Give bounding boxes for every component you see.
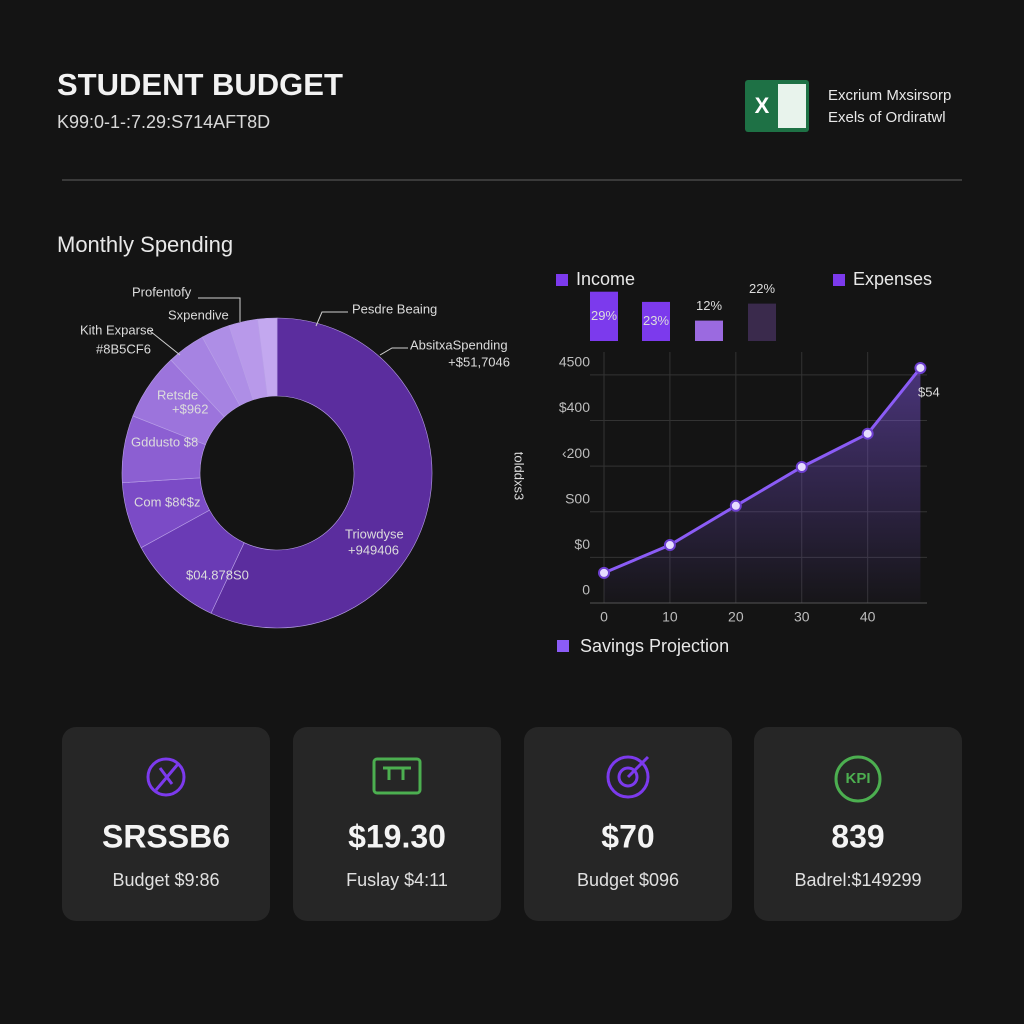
card-value: SRSSB6 xyxy=(102,818,230,854)
card-label: Badrel:$149299 xyxy=(794,870,921,890)
leader-line xyxy=(149,330,181,356)
donut-label: +$962 xyxy=(172,401,209,416)
card-icon xyxy=(606,755,650,799)
card-icon-text: KPI xyxy=(845,770,870,787)
legend-swatch xyxy=(556,274,568,286)
bar-label: 29% xyxy=(591,308,617,323)
donut-label: $04.878S0 xyxy=(186,567,249,582)
title: STUDENT BUDGET xyxy=(57,67,343,102)
bar xyxy=(748,303,776,341)
leader-line xyxy=(315,311,348,327)
card-value: 839 xyxy=(831,818,884,854)
legend-swatch xyxy=(833,274,845,286)
line xyxy=(603,367,922,575)
legend-label: Income xyxy=(576,269,635,289)
donut-label: Profentofy xyxy=(132,284,192,299)
bar xyxy=(642,301,670,341)
donut-label: Kith Exparse xyxy=(80,322,154,337)
donut-label: Gddusto $8 xyxy=(131,434,198,449)
legend-label: Expenses xyxy=(853,269,932,289)
y-tick-label: 4500 xyxy=(559,354,590,370)
subtitle: K99:0-1-:7.29:S714AFT8D xyxy=(57,112,270,132)
y-tick-label: 0 xyxy=(582,582,590,598)
donut-label: Triowdyse xyxy=(345,526,404,541)
donut-label: Sxpendive xyxy=(168,307,229,322)
brand-line: Exels of Ordiratwl xyxy=(828,109,946,126)
donut-label: +949406 xyxy=(348,542,399,557)
brand-line: Excrium Mxsirsorp xyxy=(828,87,951,104)
x-tick-label: 20 xyxy=(728,609,744,625)
card xyxy=(293,727,501,921)
cards: SRSSB6 Budget $9:86 $19.30 Fuslay $4:11 $70 B… xyxy=(62,727,962,921)
section-title: Monthly Spending xyxy=(57,232,233,257)
card-icon xyxy=(372,757,422,795)
y-tick-label: $0 xyxy=(574,536,590,552)
point xyxy=(914,361,927,374)
donut-label: Com $8¢$z xyxy=(134,494,200,509)
donut-label: Pesdre Beaing xyxy=(352,301,437,316)
donut-label: +$51,7046 xyxy=(448,354,510,369)
bar-label: 22% xyxy=(749,281,775,296)
donut-label: Retsde xyxy=(157,387,198,402)
card-icon xyxy=(834,755,882,803)
y-axis-label: tolddxs3 xyxy=(512,452,527,500)
line-annotation: $54 xyxy=(918,384,940,399)
brand-icon-sheet xyxy=(778,84,806,128)
y-tick-label: S00 xyxy=(565,490,590,506)
point xyxy=(729,499,742,512)
card xyxy=(524,727,732,921)
donut-label: #8B5CF6 xyxy=(96,341,151,356)
x-tick-label: 30 xyxy=(794,609,810,625)
y-tick-label: ‹200 xyxy=(562,445,590,461)
card-icon xyxy=(154,763,180,791)
bar-label: 23% xyxy=(643,313,669,328)
x-tick-label: 10 xyxy=(662,609,678,625)
card-icon xyxy=(383,766,411,780)
bar xyxy=(695,320,723,341)
point xyxy=(795,461,808,474)
card-icon xyxy=(626,755,650,779)
point xyxy=(663,539,676,552)
card xyxy=(62,727,270,921)
card-label: Fuslay $4:11 xyxy=(346,870,448,890)
donut-slice xyxy=(210,317,433,629)
x-tick-label: 40 xyxy=(860,609,876,625)
bar xyxy=(590,291,618,341)
legend-label: Savings Projection xyxy=(580,636,729,656)
x-tick-label: 0 xyxy=(600,609,608,625)
y-tick-label: $400 xyxy=(559,399,590,415)
leader-line xyxy=(198,297,241,322)
point xyxy=(598,566,610,579)
brand-icon-letter: X xyxy=(755,93,770,118)
card-value: $19.30 xyxy=(348,818,446,854)
card-icon xyxy=(617,766,639,788)
donut-label: AbsitxaSpending xyxy=(410,337,508,352)
card-icon xyxy=(146,757,186,797)
card-value: $70 xyxy=(601,818,654,854)
bar-label: 12% xyxy=(696,298,722,313)
legend-swatch xyxy=(557,640,569,652)
card-label: Budget $9:86 xyxy=(112,870,219,890)
card-label: Budget $096 xyxy=(577,870,679,890)
leader-line xyxy=(379,347,408,356)
donut-slice xyxy=(257,317,278,397)
area xyxy=(604,367,921,603)
point xyxy=(861,427,874,440)
card xyxy=(754,727,962,921)
